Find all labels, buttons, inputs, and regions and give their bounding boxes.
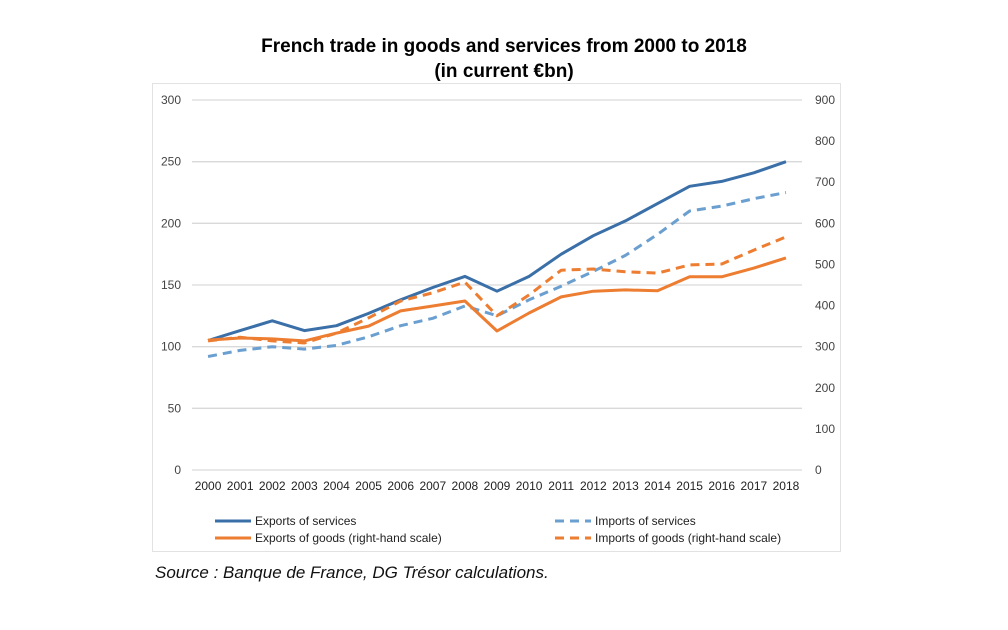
x-tick-label: 2017 (740, 479, 767, 493)
legend-label: Exports of goods (right-hand scale) (255, 531, 442, 545)
x-tick-label: 2003 (291, 479, 318, 493)
chart-frame (152, 83, 841, 552)
right-tick-label: 700 (815, 175, 835, 189)
right-tick-label: 300 (815, 340, 835, 354)
left-tick-label: 150 (161, 278, 181, 292)
legend-label: Imports of services (595, 514, 696, 528)
series-line (207, 191, 787, 358)
left-tick-label: 100 (161, 340, 181, 354)
x-tick-label: 2004 (323, 479, 350, 493)
right-tick-label: 500 (815, 257, 835, 271)
legend-label: Exports of services (255, 514, 356, 528)
x-tick-label: 2000 (195, 479, 222, 493)
x-tick-label: 2016 (708, 479, 735, 493)
series-line (207, 160, 787, 342)
left-tick-label: 250 (161, 155, 181, 169)
source-note: Source : Banque de France, DG Trésor cal… (155, 563, 549, 582)
right-tick-label: 600 (815, 216, 835, 230)
x-tick-label: 2005 (355, 479, 382, 493)
left-tick-label: 200 (161, 216, 181, 230)
legend-label: Imports of goods (right-hand scale) (595, 531, 781, 545)
right-tick-label: 100 (815, 422, 835, 436)
right-tick-label: 400 (815, 299, 835, 313)
x-tick-label: 2013 (612, 479, 639, 493)
x-tick-label: 2018 (773, 479, 800, 493)
x-tick-label: 2014 (644, 479, 671, 493)
x-tick-label: 2007 (419, 479, 446, 493)
x-tick-label: 2012 (580, 479, 607, 493)
right-tick-label: 900 (815, 93, 835, 107)
chart-subtitle: (in current €bn) (434, 61, 574, 82)
series-line (207, 235, 787, 345)
right-tick-label: 200 (815, 381, 835, 395)
x-tick-label: 2011 (548, 479, 574, 493)
right-tick-label: 0 (815, 463, 822, 477)
chart-title: French trade in goods and services from … (261, 36, 747, 57)
series-line (207, 256, 787, 343)
x-tick-label: 2001 (227, 479, 254, 493)
x-tick-label: 2010 (516, 479, 543, 493)
left-tick-label: 0 (174, 463, 181, 477)
x-tick-label: 2006 (387, 479, 414, 493)
x-tick-label: 2009 (484, 479, 511, 493)
x-tick-label: 2008 (452, 479, 479, 493)
right-tick-label: 800 (815, 134, 835, 148)
left-tick-label: 50 (168, 401, 182, 415)
x-tick-label: 2002 (259, 479, 286, 493)
x-tick-label: 2015 (676, 479, 703, 493)
left-tick-label: 300 (161, 93, 181, 107)
